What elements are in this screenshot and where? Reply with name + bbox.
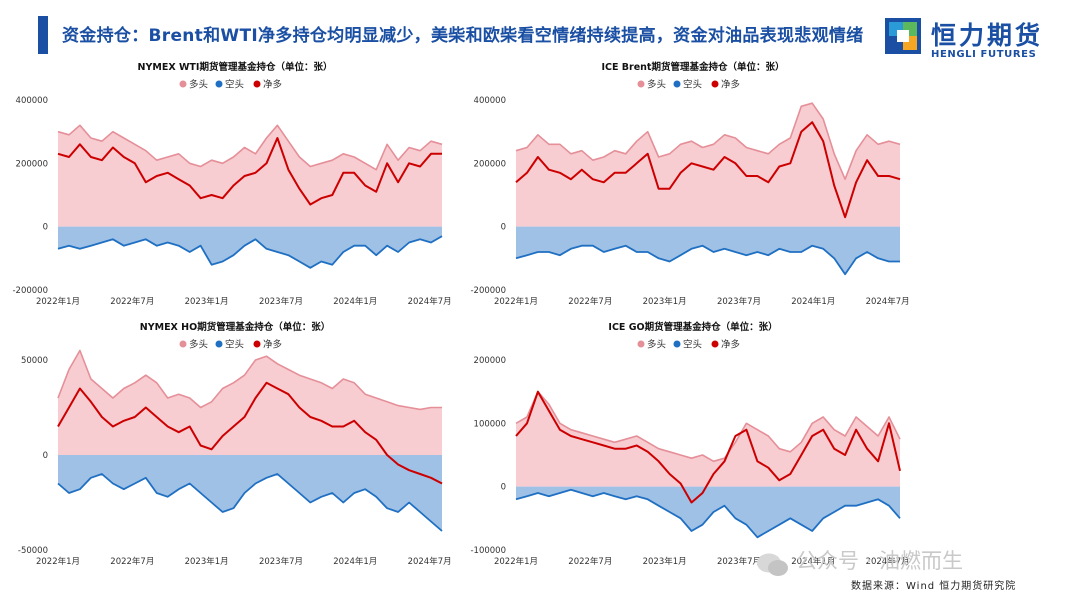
chart-title: ICE Brent期货管理基金持仓（单位：张） <box>602 61 785 73</box>
short-line <box>515 244 900 276</box>
logo-text-en: HENGLI FUTURES <box>931 49 1037 60</box>
legend-label: 空头 <box>225 339 244 351</box>
page-title: 资金持仓：Brent和WTI净多持仓均明显减少，美柴和欧柴看空情绪持续提高，资金… <box>62 26 864 46</box>
wechat-watermark-icon <box>757 553 788 576</box>
y-tick-label: 200000 <box>16 159 48 169</box>
legend-label: 净多 <box>721 79 740 91</box>
net-long-line <box>57 381 443 485</box>
y-tick-label: -50000 <box>18 546 48 556</box>
legend-label: 多头 <box>189 79 208 91</box>
x-tick-label: 2023年7月 <box>717 556 761 567</box>
short-area <box>516 486 900 538</box>
y-tick-label: -100000 <box>470 546 506 556</box>
y-tick-label: 0 <box>43 451 48 461</box>
x-tick-label: 2024年1月 <box>791 556 835 567</box>
chart-nymex-ho: NYMEX HO期货管理基金持仓（单位：张） 多头 空头 净多 50000 0 -50000… <box>18 321 452 567</box>
long-line <box>57 349 442 411</box>
legend-label: 多头 <box>647 79 666 91</box>
watermark-text: 公众号 · 油燃而生 <box>796 549 964 573</box>
y-tick-label: -200000 <box>12 286 48 296</box>
legend-label: 净多 <box>263 79 282 91</box>
legend-marker <box>215 80 223 88</box>
x-tick-label: 2023年7月 <box>717 296 761 307</box>
chart-title: ICE GO期货管理基金持仓（单位：张） <box>608 321 777 333</box>
x-tick-label: 2023年1月 <box>185 556 229 567</box>
y-tick-label: 50000 <box>21 356 48 366</box>
long-line <box>515 102 901 180</box>
title-accent-bar <box>38 16 48 54</box>
legend-label: 净多 <box>263 339 282 351</box>
short-line <box>57 235 443 269</box>
x-tick-label: 2022年7月 <box>568 556 612 567</box>
x-tick-label: 2022年1月 <box>494 296 538 307</box>
x-tick-label: 2024年7月 <box>408 296 452 307</box>
legend-marker <box>673 80 681 88</box>
x-tick-label: 2022年7月 <box>110 556 154 567</box>
x-tick-label: 2022年7月 <box>110 296 154 307</box>
y-tick-label: 200000 <box>474 356 506 366</box>
logo-text-cn: 恒力期货 <box>931 21 1044 50</box>
legend-label: 空头 <box>683 79 702 91</box>
hengli-logo-icon <box>885 18 921 54</box>
long-area <box>516 103 900 227</box>
long-area <box>516 391 900 487</box>
x-tick-label: 2022年1月 <box>36 556 80 567</box>
legend-marker <box>179 340 187 348</box>
legend-label: 空头 <box>683 339 702 351</box>
chart-ice-go: ICE GO期货管理基金持仓（单位：张） 多头 空头 净多 200000 100000 0 -… <box>470 321 910 567</box>
legend-marker <box>711 340 719 348</box>
legend-marker <box>637 80 645 88</box>
x-tick-label: 2023年1月 <box>185 296 229 307</box>
x-tick-label: 2024年1月 <box>333 296 377 307</box>
long-area <box>58 350 442 455</box>
legend-label: 多头 <box>189 339 208 351</box>
x-tick-label: 2024年7月 <box>866 296 910 307</box>
legend-label: 空头 <box>225 79 244 91</box>
short-area <box>58 226 442 268</box>
x-tick-label: 2022年1月 <box>36 296 80 307</box>
data-source: 数据来源：Wind 恒力期货研究院 <box>851 581 1017 592</box>
net-long-line <box>57 137 442 206</box>
y-tick-label: 0 <box>501 483 506 493</box>
legend-marker <box>253 340 261 348</box>
x-tick-label: 2023年1月 <box>643 556 687 567</box>
long-line <box>515 390 901 463</box>
chart-title: NYMEX HO期货管理基金持仓（单位：张） <box>140 321 330 333</box>
legend-label: 净多 <box>721 339 740 351</box>
chart-ice-brent: ICE Brent期货管理基金持仓（单位：张） 多头 空头 净多 400000 20000… <box>470 61 910 307</box>
chart-nymex-wti: NYMEX WTI期货管理基金持仓（单位：张） 多头 空头 净多 400000 20000… <box>12 61 452 307</box>
y-tick-label: 100000 <box>474 419 506 429</box>
y-tick-label: 400000 <box>474 96 506 106</box>
legend-marker <box>673 340 681 348</box>
x-tick-label: 2023年7月 <box>259 296 303 307</box>
x-tick-label: 2023年7月 <box>259 556 303 567</box>
long-area <box>58 125 442 227</box>
legend-marker <box>215 340 223 348</box>
net-long-line <box>515 390 901 504</box>
short-area <box>516 226 900 275</box>
net-long-line <box>515 121 901 219</box>
chart-title: NYMEX WTI期货管理基金持仓（单位：张） <box>138 61 333 73</box>
short-area <box>58 455 442 531</box>
legend-marker <box>711 80 719 88</box>
x-tick-label: 2024年7月 <box>866 556 910 567</box>
short-line <box>515 488 901 539</box>
y-tick-label: 200000 <box>474 159 506 169</box>
x-tick-label: 2022年1月 <box>494 556 538 567</box>
y-tick-label: 0 <box>43 223 48 233</box>
y-tick-label: 0 <box>501 223 506 233</box>
x-tick-label: 2024年1月 <box>791 296 835 307</box>
legend-label: 多头 <box>647 339 666 351</box>
y-tick-label: 400000 <box>16 96 48 106</box>
x-tick-label: 2023年1月 <box>643 296 687 307</box>
x-tick-label: 2024年7月 <box>408 556 452 567</box>
long-line <box>57 124 443 171</box>
legend-marker <box>179 80 187 88</box>
x-tick-label: 2024年1月 <box>333 556 377 567</box>
x-tick-label: 2022年7月 <box>568 296 612 307</box>
legend-marker <box>637 340 645 348</box>
y-tick-label: -200000 <box>470 286 506 296</box>
legend-marker <box>253 80 261 88</box>
short-line <box>57 473 443 532</box>
